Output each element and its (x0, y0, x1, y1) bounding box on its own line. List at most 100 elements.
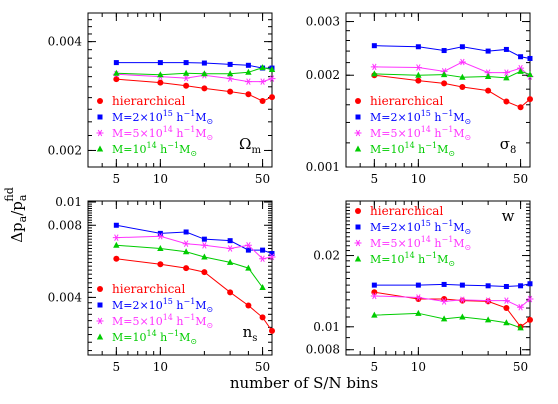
data-point-M2e15 (503, 283, 509, 289)
y-tick-label: 0.02 (313, 249, 340, 263)
data-point-M5e14 (370, 63, 378, 71)
data-point-M1e14 (517, 67, 524, 74)
data-point-M1e14 (415, 71, 422, 78)
x-tick-label: 5 (371, 360, 379, 374)
legend-label: M=5×1014 h−1M⊙ (112, 313, 213, 330)
legend-label: M=2×1015 h−1M⊙ (112, 109, 213, 126)
data-point-M2e15 (485, 283, 491, 289)
data-point-M5e14 (226, 75, 234, 82)
data-point-M2e15 (415, 282, 421, 288)
panel-bottom-left: 5 10 50 0.004 0.008 0.01 hierarchicalM=2×1015 … (48, 195, 276, 374)
y-tick-label: 0.004 (48, 290, 83, 304)
data-point-hierarchical (113, 76, 120, 83)
data-point-M5e14 (268, 75, 276, 82)
data-point-M1e14 (484, 316, 492, 323)
data-point-hierarchical (371, 289, 378, 296)
data-point-hierarchical (503, 98, 510, 105)
legend-marker (355, 114, 361, 120)
data-point-M5e14 (182, 74, 190, 82)
data-point-M2e15 (183, 60, 189, 66)
data-point-hierarchical (269, 94, 275, 101)
data-point-M2e15 (459, 282, 465, 288)
data-point-M1e14 (201, 253, 208, 260)
x-axis-label: number of S/N bins (230, 374, 378, 392)
data-point-M5e14 (440, 298, 448, 305)
data-point-M1e14 (415, 309, 422, 316)
data-point-hierarchical (259, 98, 266, 105)
data-point-M5e14 (458, 58, 466, 66)
data-point-M1e14 (113, 241, 120, 248)
data-point-hierarchical (485, 87, 492, 94)
legend-label: M=1014 h−1M⊙ (370, 141, 455, 158)
data-point-M5e14 (259, 255, 267, 263)
data-point-M1e14 (226, 258, 234, 265)
data-point-M2e15 (113, 222, 119, 228)
data-point-M1e14 (113, 69, 120, 76)
x-tick-label: 5 (371, 172, 379, 186)
data-point-hierarchical (157, 79, 164, 86)
legend-label: M=1014 h−1M⊙ (112, 329, 197, 346)
data-point-M2e15 (183, 229, 189, 235)
data-point-M2e15 (245, 247, 251, 253)
series-line-M1e14 (374, 312, 521, 329)
y-tick-label: 0.01 (313, 320, 340, 334)
x-tick-label: 5 (113, 172, 121, 186)
data-point-M1e14 (517, 324, 524, 331)
data-point-M5e14 (458, 296, 466, 304)
data-point-M1e14 (459, 313, 466, 320)
data-point-M1e14 (245, 68, 252, 75)
data-point-M5e14 (156, 232, 164, 240)
data-point-M5e14 (268, 253, 276, 261)
y-tick-label: 0.01 (55, 195, 82, 209)
data-point-M1e14 (484, 73, 492, 80)
legend-label: M=2×1015 h−1M⊙ (370, 109, 471, 126)
legend-marker (97, 114, 103, 120)
data-point-hierarchical (157, 261, 164, 268)
data-point-hierarchical (201, 269, 208, 276)
y-tick-label: 0.008 (306, 343, 340, 357)
legend-marker (354, 145, 362, 152)
data-point-M5e14 (226, 245, 234, 252)
data-point-M1e14 (459, 73, 466, 80)
data-point-M2e15 (459, 44, 465, 50)
data-point-hierarchical (269, 327, 275, 334)
data-point-M2e15 (157, 60, 163, 66)
x-tick-label: 5 (113, 360, 121, 374)
data-point-hierarchical (503, 305, 510, 312)
data-point-hierarchical (527, 96, 533, 103)
y-tick-label: 0.002 (306, 68, 340, 82)
data-point-M1e14 (201, 70, 208, 77)
data-point-M5e14 (484, 69, 492, 76)
data-point-M2e15 (527, 55, 533, 61)
data-point-M2e15 (518, 283, 524, 289)
legend-label: M=2×1015 h−1M⊙ (370, 219, 471, 236)
data-point-hierarchical (527, 316, 533, 323)
data-point-M2e15 (269, 250, 275, 256)
series-line-M5e14 (374, 295, 531, 308)
x-tick-label: 10 (153, 172, 168, 186)
data-point-M2e15 (371, 43, 377, 49)
legend-marker (355, 208, 361, 214)
data-point-M5e14 (182, 240, 190, 247)
x-tick-label: 50 (513, 172, 528, 186)
data-point-M1e14 (440, 315, 448, 322)
data-point-M1e14 (526, 71, 534, 78)
data-point-M5e14 (259, 78, 267, 85)
series-line-M5e14 (116, 235, 273, 260)
x-tick-label: 10 (411, 360, 426, 374)
y-axis-label: Δpa/pafid (3, 187, 29, 243)
data-point-M2e15 (227, 61, 233, 67)
data-point-M5e14 (244, 78, 252, 85)
series-line-M5e14 (374, 61, 531, 77)
data-point-M1e14 (371, 311, 378, 318)
data-point-M2e15 (503, 46, 509, 52)
data-point-hierarchical (183, 82, 190, 89)
legend-marker (355, 224, 361, 230)
data-point-M5e14 (414, 64, 422, 71)
data-point-hierarchical (415, 77, 422, 84)
data-point-M5e14 (370, 292, 378, 300)
data-point-M5e14 (112, 234, 120, 241)
